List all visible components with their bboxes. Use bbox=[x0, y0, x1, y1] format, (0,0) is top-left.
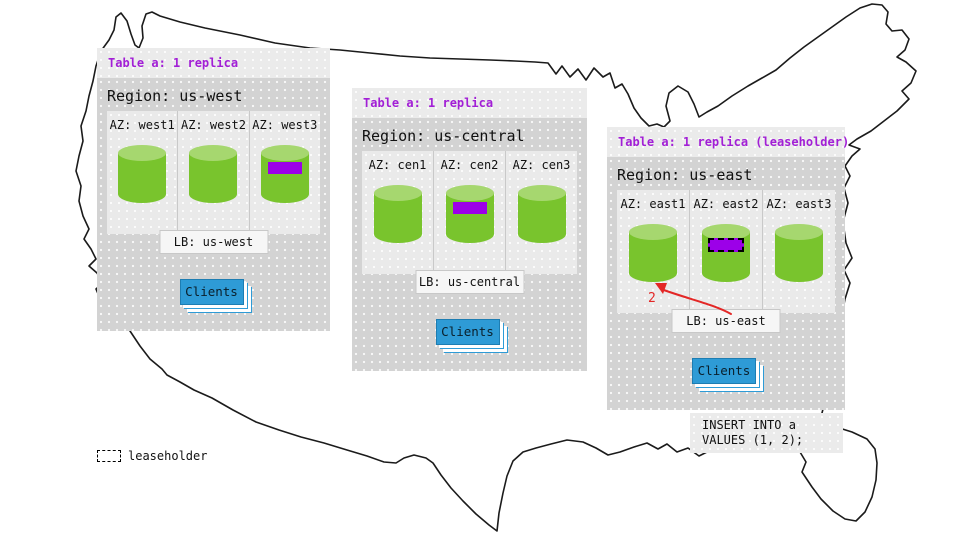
sql-insert-note: INSERT INTO a VALUES (1, 2); bbox=[690, 413, 843, 453]
db-cylinder-cen3 bbox=[517, 185, 566, 243]
az-column-east1: AZ: east1 bbox=[617, 190, 690, 313]
replica-chip bbox=[267, 162, 302, 174]
az-label: AZ: cen3 bbox=[512, 158, 571, 172]
az-label: AZ: east3 bbox=[766, 197, 832, 211]
az-column-west2: AZ: west2 bbox=[178, 111, 250, 234]
db-cylinder-east2 bbox=[702, 224, 750, 282]
az-column-west1: AZ: west1 bbox=[107, 111, 179, 234]
table-replica-banner-label: Table a: 1 replica bbox=[363, 96, 494, 110]
az-column-cen3: AZ: cen3 bbox=[506, 151, 577, 274]
clients-stack-us-east: Clients bbox=[692, 358, 756, 384]
region-panel-us-east: Table a: 1 replica (leaseholder) Region:… bbox=[607, 127, 849, 410]
load-balancer-us-west: LB: us-west bbox=[159, 230, 268, 254]
db-cylinder-west1 bbox=[118, 145, 167, 203]
region-title: Region: us-central bbox=[362, 127, 525, 145]
leaseholder-legend-label: leaseholder bbox=[128, 449, 208, 463]
db-cylinder-east3 bbox=[775, 224, 823, 282]
table-replica-banner: Table a: 1 replica bbox=[352, 88, 587, 118]
region-box: Region: us-west AZ: west1 AZ: west2 AZ: … bbox=[97, 78, 330, 331]
region-panel-us-west: Table a: 1 replica Region: us-west AZ: w… bbox=[97, 48, 330, 331]
az-label: AZ: west2 bbox=[180, 118, 246, 132]
db-cylinder-cen1 bbox=[373, 185, 422, 243]
region-title: Region: us-west bbox=[107, 87, 243, 105]
clients-stack-us-central: Clients bbox=[435, 319, 500, 345]
az-column-east3: AZ: east3 bbox=[763, 190, 835, 313]
leaseholder-chip bbox=[708, 238, 744, 252]
table-replica-banner-label: Table a: 1 replica (leaseholder) bbox=[618, 135, 850, 149]
az-row: AZ: east1 AZ: east2 AZ: east3 bbox=[617, 190, 835, 313]
az-column-cen2: AZ: cen2 bbox=[434, 151, 506, 274]
replica-chip bbox=[452, 202, 487, 214]
az-label: AZ: west1 bbox=[109, 118, 175, 132]
table-replica-banner: Table a: 1 replica (leaseholder) bbox=[607, 127, 849, 157]
table-replica-banner: Table a: 1 replica bbox=[97, 48, 330, 78]
az-column-east2: AZ: east2 bbox=[690, 190, 763, 313]
region-box: Region: us-east AZ: east1 AZ: east2 AZ: … bbox=[607, 157, 845, 410]
leaseholder-swatch-icon bbox=[97, 450, 121, 462]
region-title: Region: us-east bbox=[617, 166, 753, 184]
az-label: AZ: cen2 bbox=[440, 158, 499, 172]
region-box: Region: us-central AZ: cen1 AZ: cen2 AZ:… bbox=[352, 118, 587, 371]
az-label: AZ: east1 bbox=[620, 197, 686, 211]
clients-stack-us-west: Clients bbox=[179, 279, 244, 305]
load-balancer-us-east: LB: us-east bbox=[671, 309, 781, 333]
az-row: AZ: cen1 AZ: cen2 AZ: cen3 bbox=[362, 151, 577, 274]
az-label: AZ: cen1 bbox=[368, 158, 427, 172]
db-cylinder-west3 bbox=[260, 145, 309, 203]
az-column-west3: AZ: west3 bbox=[250, 111, 320, 234]
sql-line-1: INSERT INTO a bbox=[702, 418, 796, 432]
leaseholder-legend: leaseholder bbox=[97, 449, 207, 463]
az-row: AZ: west1 AZ: west2 AZ: west3 bbox=[107, 111, 320, 234]
table-replica-banner-label: Table a: 1 replica bbox=[108, 56, 239, 70]
region-panel-us-central: Table a: 1 replica Region: us-central AZ… bbox=[352, 88, 587, 371]
az-label: AZ: west3 bbox=[252, 118, 318, 132]
az-label: AZ: east2 bbox=[693, 197, 759, 211]
db-cylinder-east1 bbox=[629, 224, 677, 282]
db-cylinder-cen2 bbox=[445, 185, 494, 243]
db-cylinder-west2 bbox=[189, 145, 238, 203]
sql-line-2: VALUES (1, 2); bbox=[702, 433, 804, 447]
load-balancer-us-central: LB: us-central bbox=[415, 270, 524, 294]
az-column-cen1: AZ: cen1 bbox=[362, 151, 434, 274]
